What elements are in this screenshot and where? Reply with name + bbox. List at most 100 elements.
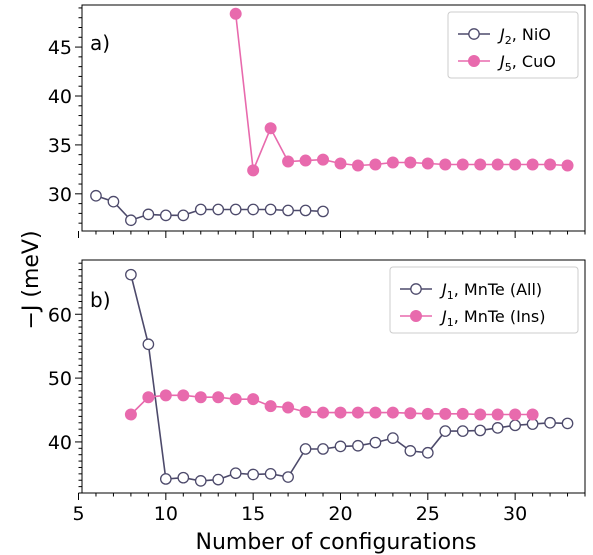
data-point	[194, 203, 207, 216]
data-point	[264, 400, 277, 413]
data-point	[351, 406, 364, 419]
data-point	[386, 406, 399, 419]
legend-marker	[410, 310, 422, 322]
panel-a: 30 35 40 45 a) J2, NiO J5, CuO	[48, 4, 586, 238]
data-point	[561, 159, 574, 172]
legend-marker	[468, 55, 480, 67]
data-point	[317, 406, 330, 419]
data-point	[509, 158, 522, 171]
legend-marker	[468, 28, 480, 40]
x-tick-label: 10	[154, 503, 178, 525]
data-point	[142, 338, 155, 351]
data-point	[125, 214, 137, 227]
data-point	[474, 408, 487, 421]
data-point	[124, 408, 137, 421]
legend-marker	[410, 283, 422, 295]
data-point	[456, 158, 469, 171]
panel-b-frame	[81, 259, 586, 494]
data-point	[369, 158, 382, 171]
legend-label: J2, NiO	[497, 25, 551, 47]
panel-b-label: b)	[90, 288, 111, 312]
data-point	[351, 159, 364, 172]
data-point	[229, 467, 242, 480]
data-point	[212, 391, 225, 404]
data-point	[491, 408, 504, 421]
data-point	[282, 471, 294, 483]
data-point	[229, 203, 242, 216]
data-point	[317, 153, 330, 166]
data-point	[334, 406, 347, 419]
data-point	[125, 268, 137, 281]
data-point	[544, 416, 556, 429]
panel-b-series	[124, 268, 574, 487]
y-tick-label: 60	[48, 304, 72, 326]
data-point	[212, 473, 225, 486]
data-point	[421, 157, 434, 170]
data-point	[404, 445, 417, 457]
data-point	[491, 158, 504, 171]
panel-a-frame	[81, 4, 586, 232]
data-point	[282, 204, 294, 217]
data-point	[194, 475, 207, 487]
data-point	[159, 473, 172, 485]
panel-a-label: a)	[90, 31, 110, 55]
data-point	[509, 419, 521, 432]
data-point	[282, 155, 295, 168]
data-point	[334, 157, 347, 170]
data-point	[264, 467, 277, 480]
y-tick-label: 45	[48, 37, 72, 59]
x-tick-label: 20	[328, 503, 352, 525]
data-point	[177, 389, 190, 402]
data-point	[456, 425, 469, 437]
data-point	[299, 154, 312, 167]
data-point	[474, 424, 487, 437]
data-point	[387, 432, 399, 444]
y-tick-label: 40	[48, 432, 72, 454]
y-tick-label: 40	[48, 86, 72, 108]
data-point	[439, 407, 452, 420]
data-point	[544, 158, 557, 171]
data-point	[229, 7, 242, 20]
panel-a-legend: J2, NiO J5, CuO	[447, 11, 579, 79]
data-point	[194, 391, 207, 404]
data-point	[159, 209, 172, 222]
data-point	[404, 407, 417, 420]
data-point	[299, 204, 312, 217]
data-point	[369, 436, 382, 449]
panel-b-legend: J1, MnTe (All) J1, MnTe (Ins)	[389, 266, 579, 334]
x-tick-label: 30	[503, 503, 527, 525]
data-point	[299, 443, 312, 455]
series-line	[130, 394, 533, 416]
data-point	[526, 408, 539, 421]
data-point	[299, 405, 312, 418]
legend-b-frame	[389, 266, 579, 334]
data-point	[142, 391, 155, 404]
data-point	[474, 158, 487, 171]
data-point	[439, 158, 452, 171]
data-point	[229, 393, 242, 406]
data-point	[561, 417, 574, 430]
x-axis-title: Number of configurations	[196, 530, 477, 555]
y-axis-title: −J (meV)	[19, 230, 44, 329]
data-point	[142, 208, 155, 221]
data-point	[421, 407, 434, 420]
data-point	[177, 471, 190, 484]
data-point	[456, 407, 469, 420]
data-point	[386, 156, 399, 169]
data-point	[352, 439, 364, 452]
data-point	[177, 209, 190, 222]
data-point	[369, 406, 382, 419]
data-point	[264, 203, 277, 216]
data-point	[282, 401, 295, 414]
data-point	[264, 122, 277, 135]
data-point	[90, 189, 102, 202]
legend-label: J1, MnTe (All)	[439, 280, 542, 302]
legend-label: J5, CuO	[497, 52, 556, 74]
data-point	[526, 158, 539, 171]
data-point	[404, 156, 417, 169]
data-point	[247, 393, 260, 406]
data-point	[212, 203, 225, 216]
panel-a-series	[90, 7, 574, 227]
data-point	[334, 440, 347, 453]
